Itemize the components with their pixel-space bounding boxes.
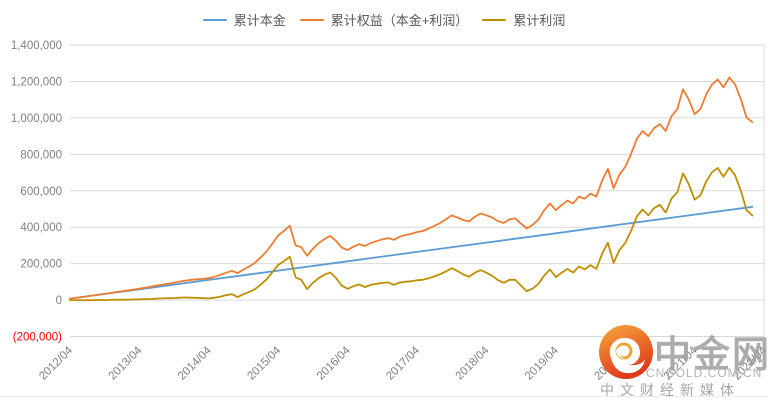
y-axis-labels: 1,400,000 1,200,000 1,000,000 800,000 600,00… xyxy=(11,40,62,344)
legend-label: 累计权益（本金+利润） xyxy=(330,12,469,28)
legend-line-swatch xyxy=(299,18,324,22)
legend-item-2: 累计利润 xyxy=(482,14,565,27)
x-axis-tick-label: 2013/04 xyxy=(107,344,145,382)
legend-item-0: 累计本金 xyxy=(202,12,286,28)
x-axis-tick-label: 2018/04 xyxy=(454,344,492,382)
x-axis-tick-label: 2017/04 xyxy=(384,344,422,382)
y-axis-tick-label: 1,000,000 xyxy=(11,113,62,125)
y-axis-tick-label: 200,000 xyxy=(20,259,62,271)
x-axis-tick-label: 2014/04 xyxy=(176,344,214,382)
chart-legend: 累计本金 累计权益（本金+利润） 累计利润 xyxy=(0,10,768,30)
legend-item-1: 累计权益（本金+利润） xyxy=(299,12,469,28)
x-axis-tick-label: 2016/04 xyxy=(315,344,353,382)
x-axis-tick-label: 2020/04 xyxy=(592,344,630,382)
y-axis-tick-label: (200,000) xyxy=(13,332,62,344)
legend-label: 累计利润 xyxy=(513,12,566,28)
y-axis-tick-label: 1,400,000 xyxy=(11,40,62,52)
x-axis-tick-label: 2012/04 xyxy=(37,344,75,382)
x-axis-tick-label: 2015/04 xyxy=(245,344,283,382)
y-axis-tick-label: 800,000 xyxy=(20,149,62,161)
legend-label: 累计本金 xyxy=(233,12,286,28)
chart-frame-bottom-border xyxy=(0,396,768,397)
x-axis-tick-label: 2022/04 xyxy=(731,344,768,382)
series-line-1 xyxy=(69,76,754,300)
legend-line-swatch xyxy=(202,18,227,22)
series-line-0 xyxy=(69,205,754,300)
y-axis-tick-label: 400,000 xyxy=(20,222,62,234)
series-line-2 xyxy=(69,166,754,302)
legend-line-swatch xyxy=(482,18,507,22)
x-axis-labels: 2012/04 2013/04 2014/04 2015/04 2016/04 2017/… xyxy=(37,344,768,382)
y-axis-tick-label: 0 xyxy=(56,295,62,307)
x-axis-tick-label: 2021/04 xyxy=(662,344,700,382)
x-axis-tick-label: 2019/04 xyxy=(523,344,561,382)
gridlines xyxy=(70,44,765,337)
y-axis-tick-label: 600,000 xyxy=(20,186,62,198)
y-axis-tick-label: 1,200,000 xyxy=(11,76,62,88)
